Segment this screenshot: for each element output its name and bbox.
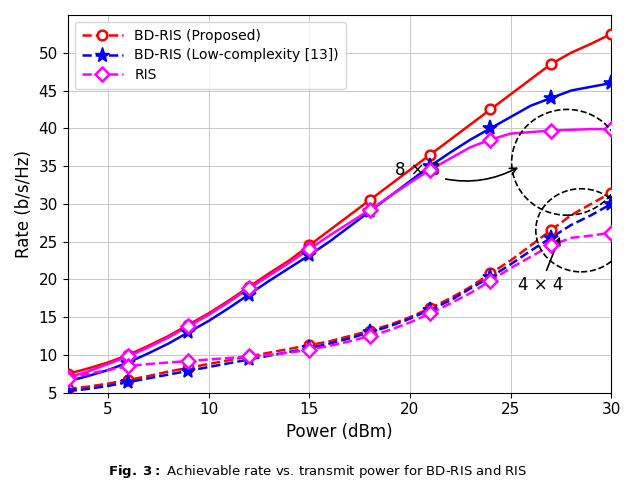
Text: 8 × 8: 8 × 8 xyxy=(395,161,516,181)
Y-axis label: Rate (b/s/Hz): Rate (b/s/Hz) xyxy=(15,150,33,258)
Text: $\mathbf{Fig.\ 3:}$ Achievable rate vs. transmit power for BD-RIS and RIS: $\mathbf{Fig.\ 3:}$ Achievable rate vs. … xyxy=(108,463,528,480)
Text: 4 × 4: 4 × 4 xyxy=(518,239,563,294)
Legend: BD-RIS (Proposed), BD-RIS (Low-complexity [13]), RIS: BD-RIS (Proposed), BD-RIS (Low-complexit… xyxy=(74,22,346,89)
X-axis label: Power (dBm): Power (dBm) xyxy=(286,423,393,441)
